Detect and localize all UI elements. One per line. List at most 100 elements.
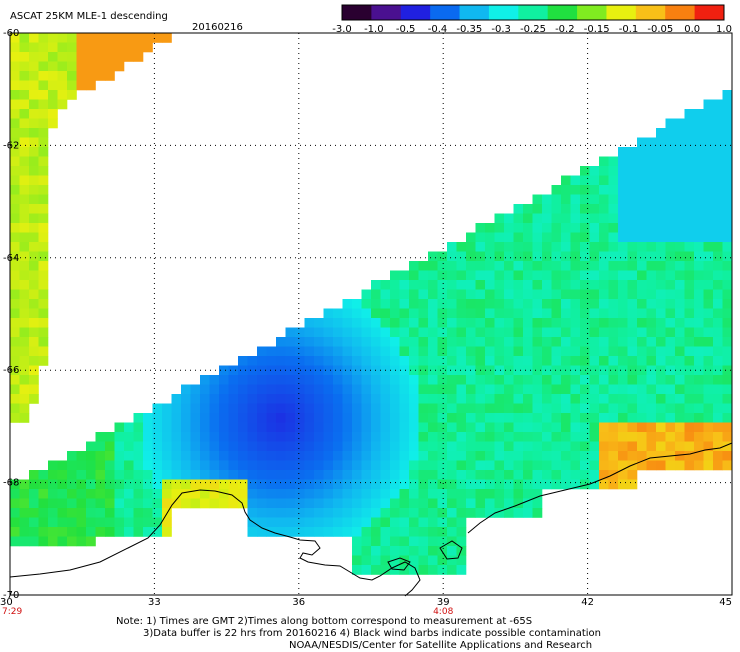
data-cell — [665, 308, 676, 319]
data-cell — [656, 147, 666, 157]
data-cell — [637, 413, 647, 423]
data-cell — [361, 384, 372, 395]
colorbar-tick-label: -0.25 — [520, 24, 546, 35]
data-cell — [247, 498, 258, 509]
data-cell — [19, 90, 30, 100]
data-cell — [409, 327, 419, 338]
data-cell — [494, 403, 505, 414]
data-cell — [48, 118, 58, 129]
data-cell — [428, 536, 438, 547]
data-cell — [665, 128, 676, 138]
data-cell — [380, 422, 391, 433]
data-cell — [399, 555, 410, 566]
data-cell — [48, 71, 58, 81]
data-cell — [38, 308, 49, 319]
data-cell — [646, 327, 657, 338]
data-cell — [675, 432, 685, 442]
data-cell — [599, 365, 609, 376]
data-cell — [589, 223, 600, 233]
data-cell — [428, 460, 438, 471]
data-cell — [608, 156, 619, 167]
data-cell — [342, 365, 353, 376]
data-cell — [399, 346, 410, 357]
data-cell — [219, 498, 229, 509]
data-cell — [247, 451, 258, 461]
data-cell — [599, 356, 609, 366]
data-cell — [333, 489, 343, 499]
data-cell — [76, 498, 87, 509]
data-cell — [703, 118, 714, 129]
data-cell — [656, 299, 666, 309]
data-cell — [76, 61, 87, 72]
data-cell — [494, 299, 505, 309]
data-cell — [143, 432, 153, 442]
data-cell — [418, 441, 429, 452]
data-cell — [48, 90, 58, 100]
data-cell — [589, 413, 600, 423]
data-cell — [19, 194, 30, 205]
data-cell — [722, 346, 732, 357]
data-cell — [589, 175, 600, 186]
data-cell — [722, 147, 732, 157]
data-cell — [703, 384, 714, 395]
data-cell — [181, 451, 191, 461]
data-cell — [608, 327, 619, 338]
data-cell — [361, 536, 372, 547]
data-cell — [542, 270, 552, 281]
data-cell — [675, 403, 685, 414]
data-cell — [152, 413, 163, 423]
data-cell — [675, 451, 685, 461]
data-cell — [523, 394, 533, 404]
data-cell — [580, 289, 590, 300]
data-cell — [532, 451, 543, 461]
data-cell — [523, 403, 533, 414]
data-cell — [38, 80, 49, 91]
data-cell — [95, 432, 106, 442]
data-cell — [513, 403, 524, 414]
data-cell — [418, 517, 429, 528]
data-cell — [428, 356, 438, 366]
data-cell — [29, 498, 39, 509]
data-cell — [352, 489, 362, 499]
colorbar-tick-label: -1.0 — [364, 24, 384, 35]
data-cell — [29, 299, 39, 309]
data-cell — [105, 42, 115, 53]
data-cell — [675, 128, 685, 138]
data-cell — [333, 413, 343, 423]
data-cell — [703, 270, 714, 281]
data-cell — [608, 460, 619, 471]
data-cell — [646, 232, 657, 243]
data-cell — [228, 394, 239, 404]
data-cell — [409, 536, 419, 547]
data-cell — [371, 536, 381, 547]
colorbar-segment — [371, 5, 402, 20]
data-cell — [352, 375, 362, 385]
data-cell — [722, 251, 732, 262]
data-cell — [86, 517, 96, 528]
data-cell — [399, 365, 410, 376]
data-cell — [551, 223, 562, 233]
data-cell — [513, 498, 524, 509]
data-cell — [466, 489, 476, 499]
data-cell — [361, 470, 372, 480]
data-cell — [171, 479, 182, 490]
data-cell — [437, 365, 448, 376]
data-cell — [266, 384, 277, 395]
data-cell — [665, 118, 676, 129]
data-cell — [684, 394, 695, 404]
data-cell — [352, 403, 362, 414]
data-cell — [105, 432, 115, 442]
data-cell — [599, 470, 609, 480]
data-cell — [608, 318, 619, 328]
data-cell — [323, 365, 334, 376]
data-cell — [542, 432, 552, 442]
data-cell — [551, 318, 562, 328]
data-cell — [19, 517, 30, 528]
data-cell — [618, 375, 628, 385]
data-cell — [38, 327, 49, 338]
data-cell — [675, 327, 685, 338]
data-cell — [10, 289, 20, 300]
data-cell — [295, 422, 305, 433]
data-cell — [485, 242, 495, 252]
data-cell — [390, 280, 400, 290]
